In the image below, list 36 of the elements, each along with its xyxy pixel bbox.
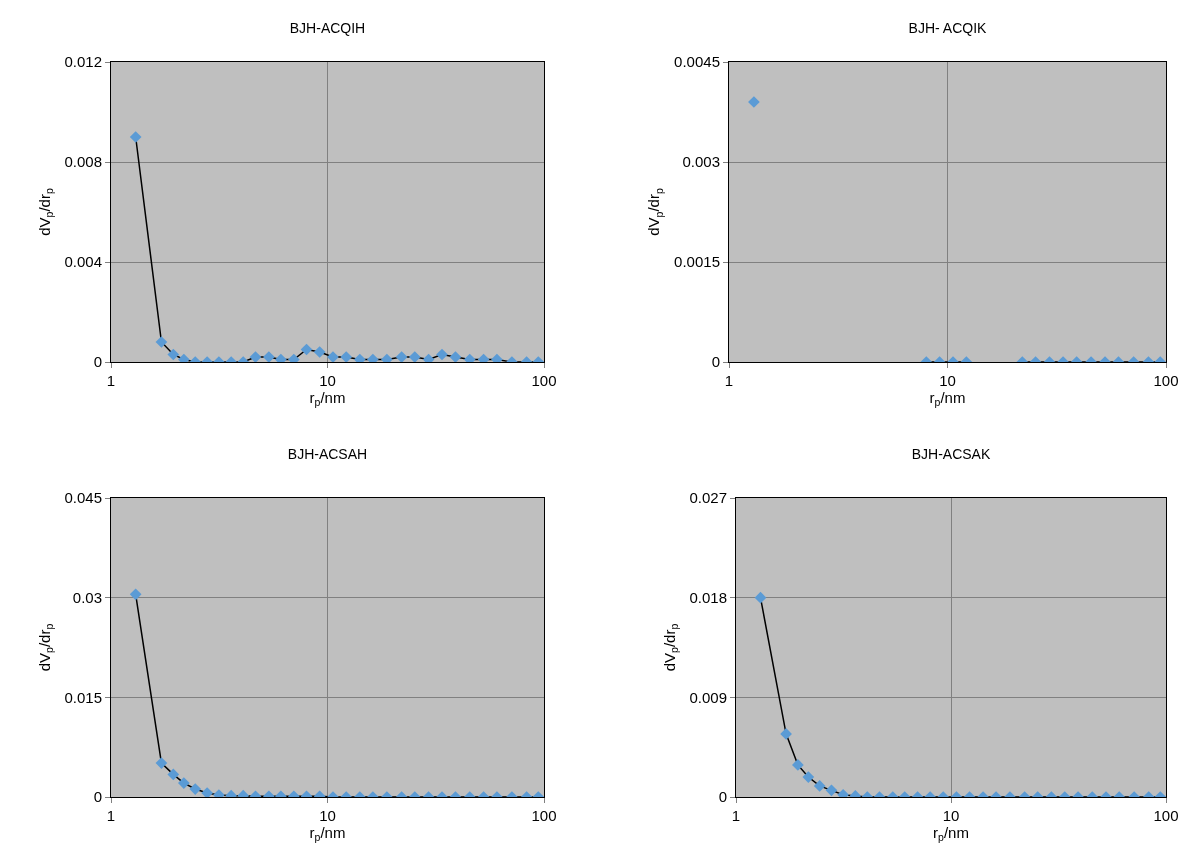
y-tick-label: 0.015 (64, 688, 102, 706)
y-tick-label: 0.004 (64, 253, 102, 271)
chart-title: BJH- ACQIK (908, 19, 988, 36)
y-tick-label: 0.0015 (674, 253, 720, 271)
y-tick-label: 0 (711, 353, 720, 371)
x-tick-label: 100 (1153, 807, 1179, 824)
x-axis-title: r$_{p}$/nm (929, 389, 966, 409)
x-tick-label: 1 (106, 372, 116, 389)
x-tick-label: 100 (531, 372, 557, 389)
x-tick-label: 100 (1153, 372, 1179, 389)
y-tick-label: 0.003 (682, 153, 720, 171)
x-tick-label: 10 (939, 372, 956, 389)
x-tick-label: 1 (724, 372, 734, 389)
x-tick-label: 100 (531, 807, 557, 824)
chart-title: BJH-ACSAK (911, 445, 991, 462)
y-tick-label: 0.045 (64, 489, 102, 507)
x-tick-label: 10 (319, 372, 336, 389)
chart-title: BJH-ACSAH (287, 445, 368, 462)
x-axis-title: r$_{p}$/nm (309, 389, 346, 409)
y-tick-label: 0.027 (689, 489, 727, 507)
y-tick-label: 0 (93, 353, 102, 371)
chart-title: BJH-ACQIH (289, 19, 366, 36)
x-tick-label: 1 (731, 807, 741, 824)
x-tick-label: 10 (319, 807, 336, 824)
y-tick-label: 0.0045 (674, 53, 720, 71)
y-tick-label: 0.018 (689, 588, 727, 606)
x-axis-title: r$_{p}$/nm (933, 824, 969, 844)
y-tick-label: 0.012 (64, 53, 102, 71)
y-tick-label: 0.009 (689, 688, 727, 706)
y-tick-label: 0.03 (72, 588, 102, 606)
x-tick-label: 10 (942, 807, 960, 824)
y-tick-label: 0.008 (64, 153, 102, 171)
x-axis-title: r$_{p}$/nm (309, 824, 346, 844)
y-tick-label: 0 (93, 788, 102, 806)
y-tick-label: 0 (718, 788, 727, 806)
x-tick-label: 1 (106, 807, 116, 824)
